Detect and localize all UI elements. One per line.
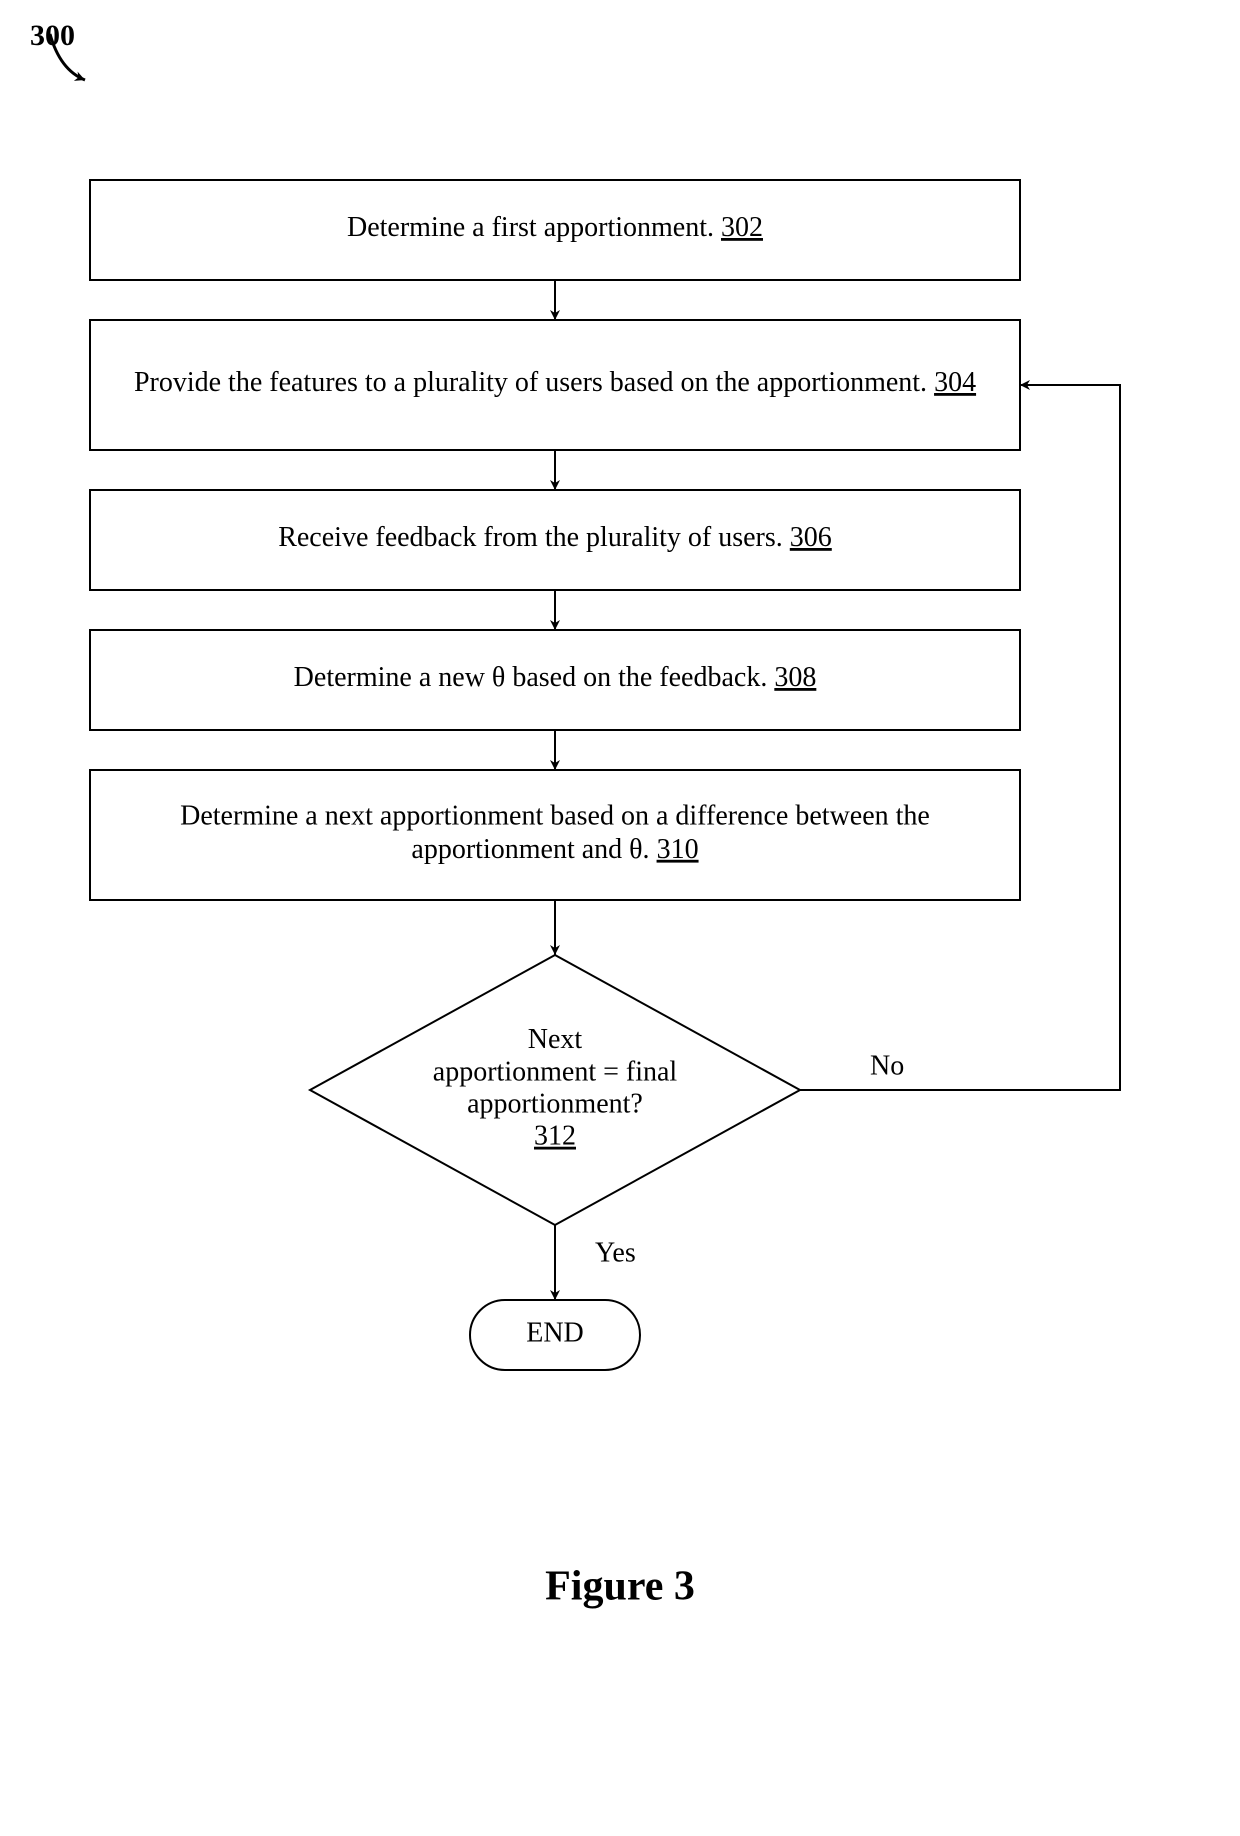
- page-ref-number: 300: [30, 19, 75, 52]
- decision-text: apportionment?: [467, 1089, 643, 1120]
- process-text: Determine a next apportionment based on …: [180, 801, 930, 832]
- decision-text: apportionment = final: [433, 1056, 678, 1087]
- flowchart-canvas: 300 Determine a first apportionment. 302 P…: [0, 0, 1240, 1836]
- decision-text: Next: [528, 1024, 583, 1055]
- process-text: Receive feedback from the plurality of u…: [278, 522, 832, 553]
- process-text: Determine a new θ based on the feedback.…: [294, 662, 817, 693]
- decision-ref: 312: [534, 1121, 576, 1152]
- figure-label: Figure 3: [545, 1564, 695, 1610]
- edge-label: Yes: [595, 1237, 636, 1268]
- process-text: apportionment and θ. 310: [411, 834, 698, 865]
- flowchart-svg: 300 Determine a first apportionment. 302 P…: [0, 0, 1240, 1836]
- terminator-label: END: [526, 1317, 584, 1348]
- edge-label: No: [870, 1050, 904, 1081]
- process-text: Provide the features to a plurality of u…: [134, 367, 976, 398]
- process-text: Determine a first apportionment. 302: [347, 212, 763, 243]
